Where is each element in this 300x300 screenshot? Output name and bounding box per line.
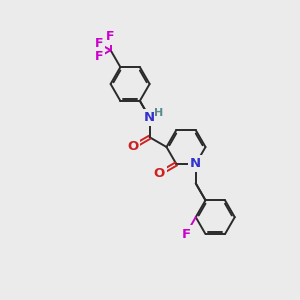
Text: O: O: [127, 140, 138, 154]
Text: F: F: [182, 227, 190, 241]
Text: N: N: [144, 111, 155, 124]
Text: F: F: [106, 30, 115, 43]
Text: F: F: [95, 37, 103, 50]
Text: H: H: [154, 108, 163, 118]
Text: O: O: [154, 167, 165, 180]
Text: F: F: [95, 50, 103, 64]
Text: N: N: [190, 158, 201, 170]
